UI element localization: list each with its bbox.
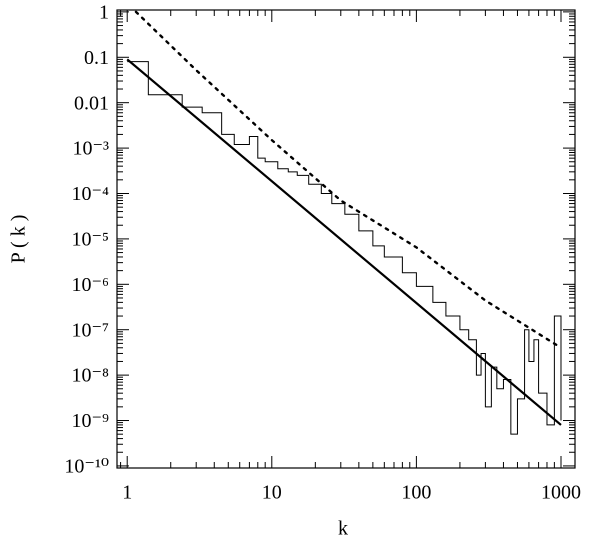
x-tick-label: 100 bbox=[401, 482, 431, 504]
y-tick-label: 10⁻⁵ bbox=[71, 228, 109, 250]
y-tick-label: 10⁻³ bbox=[72, 138, 109, 160]
y-tick-label: 10⁻⁶ bbox=[71, 274, 109, 296]
x-tick-label: 10 bbox=[262, 482, 282, 504]
y-tick-label: 10⁻⁹ bbox=[71, 410, 109, 432]
x-axis-label: k bbox=[338, 518, 348, 540]
y-tick-label: 10⁻¹⁰ bbox=[64, 456, 109, 478]
x-tick-label: 1 bbox=[122, 482, 132, 504]
y-tick-label: 0.1 bbox=[84, 47, 109, 69]
dotted-line bbox=[134, 10, 563, 349]
plot-frame bbox=[116, 9, 576, 469]
y-axis-label: P ( k ) bbox=[8, 215, 30, 264]
solid-line bbox=[126, 58, 562, 426]
y-tick-label: 10⁻⁸ bbox=[71, 365, 109, 387]
x-tick-label: 1000 bbox=[541, 482, 581, 504]
y-tick-label: 10⁻⁷ bbox=[71, 319, 109, 341]
y-tick-label: 0.01 bbox=[74, 92, 109, 114]
plot-area bbox=[126, 10, 563, 435]
step-line bbox=[127, 61, 562, 435]
y-tick-label: 1 bbox=[99, 1, 109, 23]
y-tick-label: 10⁻⁴ bbox=[71, 183, 109, 205]
